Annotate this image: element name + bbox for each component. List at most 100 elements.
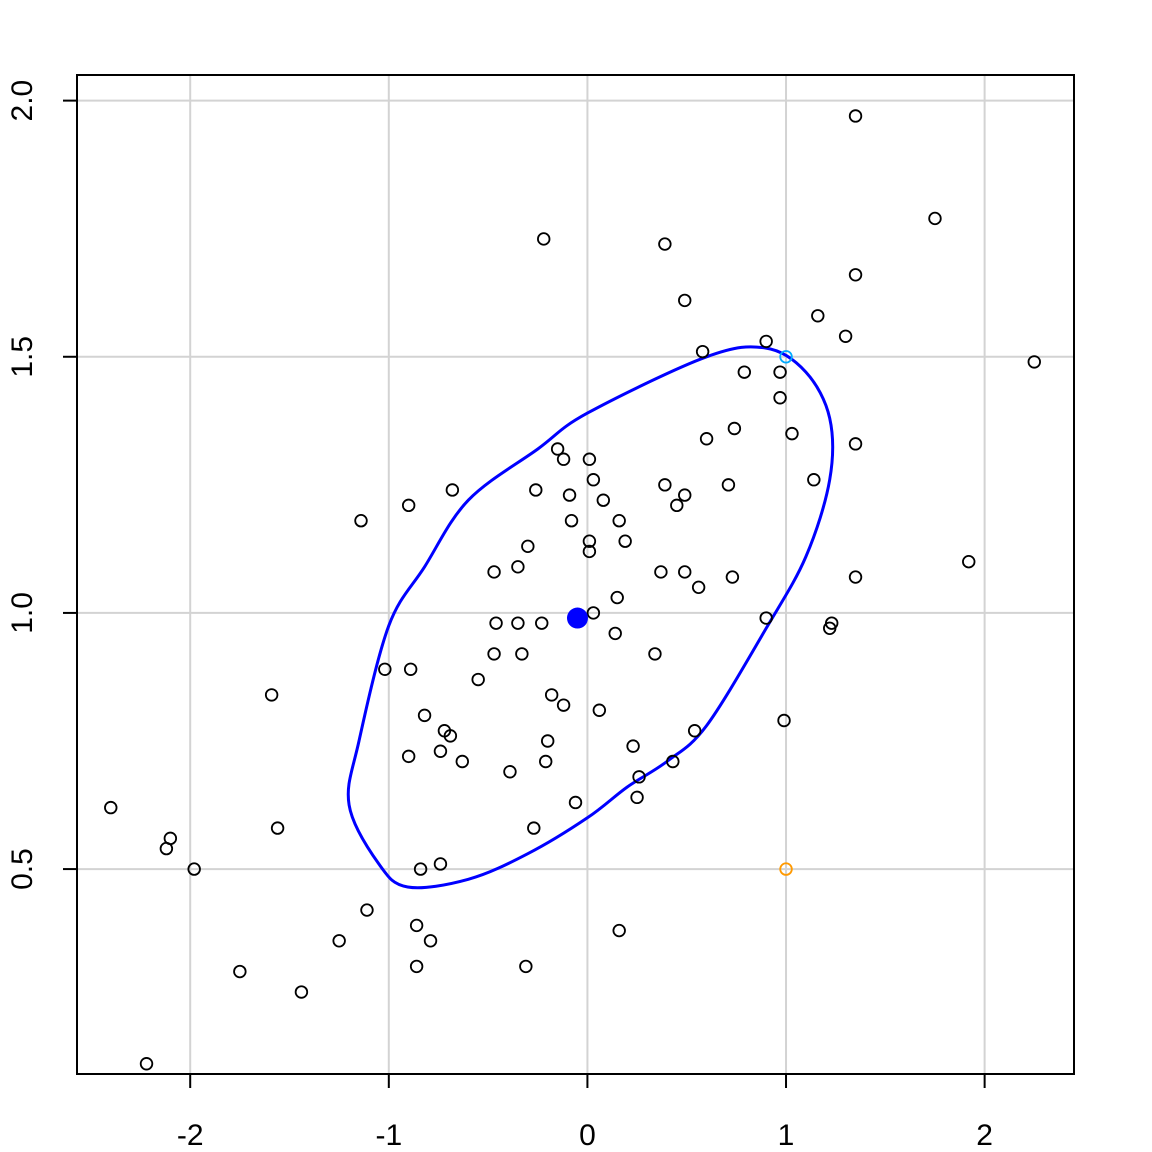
data-point <box>582 534 597 548</box>
data-point <box>658 478 672 492</box>
data-point <box>691 580 706 595</box>
data-point <box>403 662 418 676</box>
data-point <box>413 862 428 876</box>
data-point <box>401 498 416 513</box>
y-tick-label: 1.0 <box>6 592 39 634</box>
data-point <box>727 421 742 436</box>
data-point <box>773 365 787 379</box>
data-point <box>550 442 565 456</box>
data-point <box>233 964 247 979</box>
data-point <box>544 688 559 702</box>
x-tick-label: 1 <box>778 1119 795 1152</box>
data-point <box>618 534 632 548</box>
data-point <box>529 483 543 497</box>
confidence-ellipse <box>346 345 835 890</box>
data-points <box>104 109 1041 1071</box>
data-point <box>556 698 571 712</box>
data-point <box>455 754 469 769</box>
data-point <box>626 739 640 753</box>
data-point <box>294 985 309 999</box>
data-point <box>654 565 668 579</box>
data-point <box>433 744 448 758</box>
data-point <box>807 473 821 487</box>
data-point <box>811 309 825 323</box>
center-layer <box>566 607 588 629</box>
data-point <box>540 734 555 748</box>
data-point <box>409 918 424 933</box>
data-point <box>487 565 501 579</box>
data-point <box>678 293 692 308</box>
data-point <box>535 616 549 630</box>
data-point <box>519 959 533 974</box>
data-point <box>848 437 863 451</box>
grid-lines <box>77 75 1074 1074</box>
data-point <box>564 514 579 528</box>
data-point <box>515 647 529 661</box>
data-point <box>586 473 601 487</box>
center-point <box>566 607 588 629</box>
data-point <box>928 211 942 226</box>
data-point <box>159 841 174 856</box>
data-point <box>433 857 448 871</box>
data-point <box>489 616 503 630</box>
data-point <box>443 729 458 743</box>
y-tick-label: 2.0 <box>6 80 39 122</box>
data-point <box>838 329 853 343</box>
data-point <box>666 754 680 769</box>
data-point <box>539 754 553 769</box>
data-point <box>670 498 684 513</box>
data-point <box>825 616 839 630</box>
data-point <box>773 391 787 405</box>
data-point <box>354 514 368 528</box>
data-point <box>417 708 432 723</box>
x-tick-label: 0 <box>579 1119 596 1152</box>
data-point <box>608 626 622 641</box>
data-point <box>445 483 460 497</box>
data-point <box>503 765 517 779</box>
data-point <box>612 923 626 938</box>
x-tick-label: -2 <box>177 1119 204 1152</box>
data-point <box>612 514 626 528</box>
data-point <box>848 268 863 282</box>
data-point <box>521 539 535 554</box>
data-point <box>632 770 646 784</box>
y-tick-label: 0.5 <box>6 848 39 890</box>
data-point <box>582 452 597 466</box>
data-point <box>511 560 525 574</box>
data-point <box>409 959 424 974</box>
data-point <box>1027 355 1041 369</box>
data-point <box>610 590 624 605</box>
data-point <box>596 493 611 507</box>
y-tick-label: 1.5 <box>6 336 39 378</box>
data-point <box>848 109 863 123</box>
data-point <box>678 488 692 502</box>
data-point <box>471 672 485 687</box>
data-point <box>332 934 346 948</box>
data-point <box>759 611 773 625</box>
data-point <box>562 488 577 502</box>
data-point <box>139 1057 154 1071</box>
data-point <box>687 724 702 738</box>
data-point <box>725 570 740 584</box>
data-point <box>592 703 607 717</box>
data-point <box>401 749 416 764</box>
x-tick-label: 2 <box>976 1119 993 1152</box>
highlight-points <box>779 350 793 876</box>
data-point <box>556 452 571 466</box>
plot-frame <box>76 74 1075 1075</box>
data-point <box>721 478 736 492</box>
data-point <box>648 647 662 661</box>
data-point <box>537 232 551 246</box>
data-point <box>586 606 601 620</box>
data-point <box>582 544 597 559</box>
data-point <box>423 934 438 948</box>
data-point <box>104 800 118 815</box>
data-point <box>378 662 392 676</box>
x-tick-label: -1 <box>375 1119 402 1152</box>
ellipse-layer <box>346 345 835 890</box>
data-point <box>737 365 752 379</box>
data-point <box>511 616 525 630</box>
data-point <box>487 647 501 661</box>
data-point <box>759 334 773 349</box>
